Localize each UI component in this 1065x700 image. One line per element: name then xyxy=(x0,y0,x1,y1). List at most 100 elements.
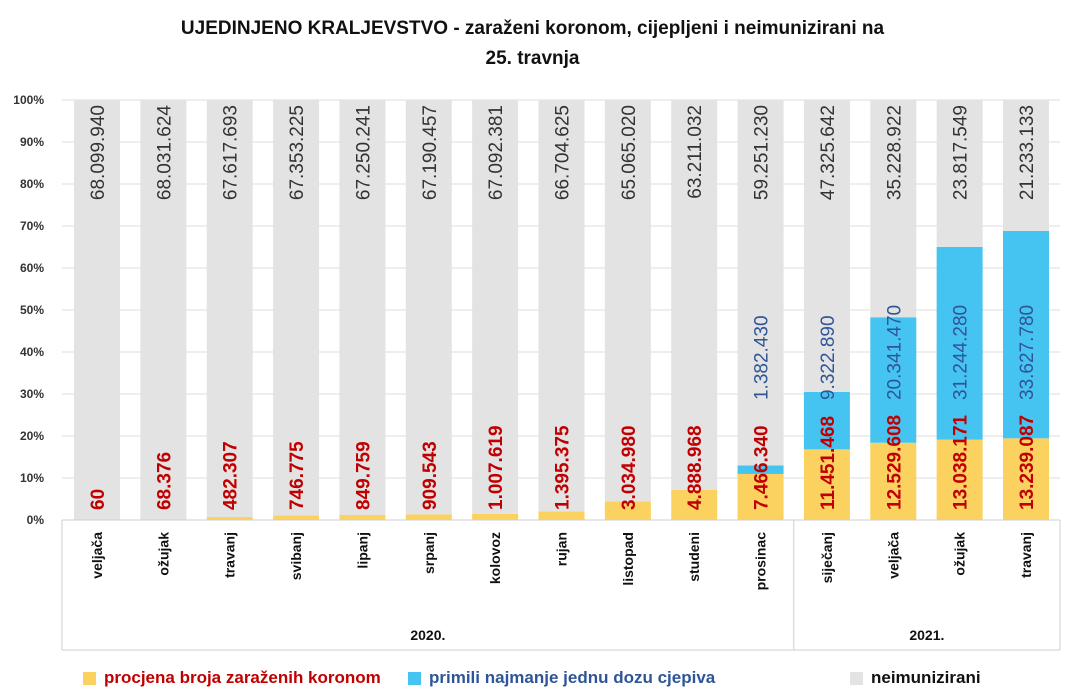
data-label-infected: 746.775 xyxy=(287,441,308,510)
data-label-infected: 4.888.968 xyxy=(685,425,706,510)
legend-swatch-blue xyxy=(408,671,421,685)
bar-segment-unimmunized xyxy=(737,100,784,466)
x-tick-label: veljača xyxy=(885,532,901,579)
y-tick-label: 90% xyxy=(20,135,44,149)
x-tick-label: prosinac xyxy=(753,532,769,591)
x-tick-label: listopad xyxy=(620,532,636,586)
bar-segment-unimmunized xyxy=(140,100,187,520)
bar-segment-vaccinated xyxy=(870,317,917,443)
legend-label: primili najmanje jednu dozu cjepiva xyxy=(429,668,716,687)
data-label-unimmunized: 66.704.625 xyxy=(553,105,574,200)
x-tick-label: svibanj xyxy=(288,532,304,580)
data-label-unimmunized: 67.092.381 xyxy=(486,105,507,200)
bar-segment-unimmunized xyxy=(604,100,651,502)
data-label-unimmunized: 59.251.230 xyxy=(752,105,773,200)
bar-segment-vaccinated xyxy=(803,391,850,450)
bar-segment-unimmunized xyxy=(1003,100,1049,231)
bar-segment-vaccinated xyxy=(1003,230,1049,439)
data-label-vaccinated: 9.322.890 xyxy=(818,315,839,400)
data-label-infected: 1.395.375 xyxy=(553,425,574,510)
bar-segment-unimmunized xyxy=(273,100,320,516)
data-label-infected: 849.759 xyxy=(353,441,374,510)
data-label-unimmunized: 67.250.241 xyxy=(353,105,374,200)
legend-label: neimunizirani xyxy=(871,668,981,687)
bar-segment-vaccinated xyxy=(936,246,983,440)
bar-segment-infected xyxy=(936,439,983,520)
y-tick-label: 10% xyxy=(20,471,44,485)
group-label: 2020. xyxy=(410,627,445,643)
x-tick-label: kolovoz xyxy=(487,532,503,584)
bar-segment-infected xyxy=(803,449,850,520)
title-line-2: 25. travnja xyxy=(485,48,580,69)
bar-segment-infected xyxy=(273,515,320,520)
data-label-vaccinated: 20.341.470 xyxy=(884,305,905,400)
bar-segment-unimmunized xyxy=(472,100,519,514)
y-tick-label: 60% xyxy=(20,261,44,275)
data-label-vaccinated: 33.627.780 xyxy=(1017,305,1038,400)
data-label-vaccinated: 1.382.430 xyxy=(752,315,773,400)
data-label-infected: 3.034.980 xyxy=(619,425,640,510)
chart-title: UJEDINJENO KRALJEVSTVO - zaraženi korono… xyxy=(0,14,1065,74)
data-label-unimmunized: 67.617.693 xyxy=(221,105,242,200)
data-label-unimmunized: 68.031.624 xyxy=(154,105,175,201)
group-label: 2021. xyxy=(909,627,944,643)
legend-item-infected: procjena broja zaraženih koronom xyxy=(83,668,381,688)
y-tick-label: 80% xyxy=(20,177,44,191)
data-label-unimmunized: 23.817.549 xyxy=(951,105,972,200)
bar-segment-infected xyxy=(604,501,651,520)
x-tick-label: veljača xyxy=(89,532,105,579)
bar-segment-infected xyxy=(1003,438,1049,520)
bar-segment-infected xyxy=(671,489,718,520)
y-tick-label: 0% xyxy=(27,513,45,527)
data-label-infected: 13.239.087 xyxy=(1017,415,1038,510)
bar-segment-unimmunized xyxy=(405,100,452,515)
x-tick-label: travanj xyxy=(1018,532,1034,578)
y-tick-label: 50% xyxy=(20,303,44,317)
bar-segment-unimmunized xyxy=(538,100,585,512)
data-label-unimmunized: 68.099.940 xyxy=(88,105,109,200)
y-tick-label: 70% xyxy=(20,219,44,233)
x-tick-label: ožujak xyxy=(952,532,968,576)
x-tick-label: travanj xyxy=(222,532,238,578)
legend-swatch-yellow xyxy=(83,671,96,685)
data-label-infected: 7.466.340 xyxy=(752,425,773,510)
bar-segment-unimmunized xyxy=(74,100,120,520)
bar-segment-unimmunized xyxy=(803,100,850,392)
bar-segment-infected xyxy=(472,513,519,520)
y-tick-label: 40% xyxy=(20,345,44,359)
legend-swatch-gray xyxy=(850,671,863,685)
bar-segment-unimmunized xyxy=(671,100,718,490)
data-label-unimmunized: 67.190.457 xyxy=(420,105,441,200)
y-tick-label: 20% xyxy=(20,429,44,443)
legend-label: procjena broja zaraženih koronom xyxy=(104,668,381,687)
x-tick-label: rujan xyxy=(554,532,570,566)
bar-segment-infected xyxy=(206,517,253,520)
data-label-infected: 12.529.608 xyxy=(884,415,905,510)
bar-segment-infected xyxy=(737,473,784,520)
data-label-unimmunized: 67.353.225 xyxy=(287,105,308,200)
data-label-infected: 13.038.171 xyxy=(951,414,972,510)
data-label-unimmunized: 47.325.642 xyxy=(818,105,839,200)
data-label-vaccinated: 31.244.280 xyxy=(951,305,972,400)
data-label-infected: 60 xyxy=(88,489,109,510)
x-tick-label: ožujak xyxy=(155,532,171,576)
bar-segment-infected xyxy=(339,514,386,520)
legend-item-unimmunized: neimunizirani xyxy=(850,668,981,688)
x-tick-label: srpanj xyxy=(421,532,437,574)
y-tick-label: 30% xyxy=(20,387,44,401)
bar-segment-infected xyxy=(870,442,917,520)
bar-segment-unimmunized xyxy=(936,100,983,247)
bar-segment-infected xyxy=(538,511,585,520)
x-tick-label: lipanj xyxy=(354,532,370,569)
data-label-infected: 68.376 xyxy=(154,452,175,510)
data-label-infected: 11.451.468 xyxy=(818,416,839,510)
bar-segment-unimmunized xyxy=(206,100,253,518)
title-line-1: UJEDINJENO KRALJEVSTVO - zaraženi korono… xyxy=(180,18,885,39)
bar-segment-unimmunized xyxy=(339,100,386,515)
data-label-infected: 1.007.619 xyxy=(486,425,507,510)
data-label-infected: 909.543 xyxy=(420,441,441,510)
x-tick-label: siječanj xyxy=(819,532,835,583)
legend-item-vaccinated: primili najmanje jednu dozu cjepiva xyxy=(408,668,715,688)
data-label-infected: 482.307 xyxy=(221,441,242,510)
